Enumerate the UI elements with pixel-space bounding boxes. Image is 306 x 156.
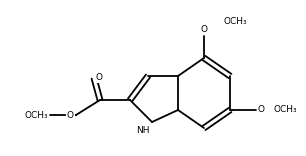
Text: OCH₃: OCH₃ xyxy=(274,105,298,115)
Text: O: O xyxy=(67,110,74,119)
Text: NH: NH xyxy=(136,126,150,135)
Text: O: O xyxy=(96,73,103,83)
Text: OCH₃: OCH₃ xyxy=(24,110,48,119)
Text: O: O xyxy=(200,25,207,34)
Text: O: O xyxy=(258,105,265,115)
Text: OCH₃: OCH₃ xyxy=(224,17,248,27)
